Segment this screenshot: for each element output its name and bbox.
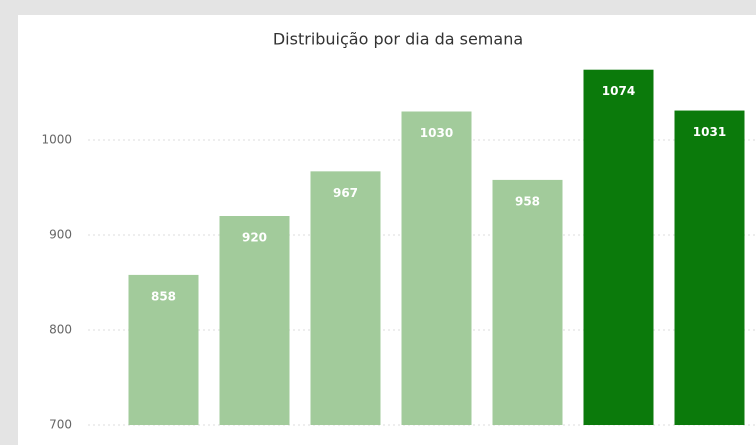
y-tick-label: 700 <box>49 418 72 432</box>
y-tick-label: 900 <box>49 228 72 242</box>
bar <box>492 179 563 425</box>
data-label: 1074 <box>602 84 635 98</box>
bar <box>583 69 654 425</box>
data-label: 958 <box>515 194 540 208</box>
bar <box>219 216 290 425</box>
data-label: 858 <box>151 289 176 303</box>
data-label: 1031 <box>693 125 726 139</box>
bar <box>310 171 381 425</box>
data-label: 920 <box>242 231 267 245</box>
data-label: 1030 <box>420 126 453 140</box>
chart-title: Distribuição por dia da semana <box>273 30 523 49</box>
y-tick-label: 1000 <box>41 133 72 147</box>
bar <box>401 111 472 425</box>
data-label: 967 <box>333 186 358 200</box>
bar <box>674 110 745 426</box>
bar <box>128 274 199 425</box>
y-tick-label: 800 <box>49 323 72 337</box>
